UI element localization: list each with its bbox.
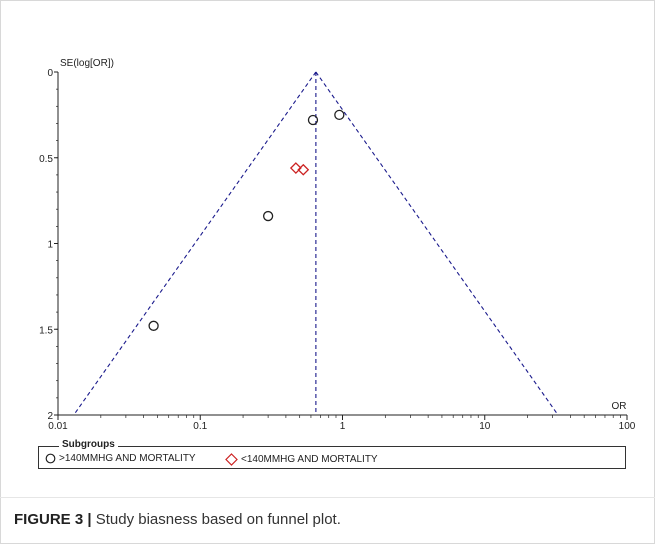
x-tick-label: 0.01 <box>48 421 68 432</box>
legend-item-circle: >140MMHG AND MORTALITY <box>45 453 196 464</box>
y-tick-label: 1 <box>47 240 53 251</box>
legend: Subgroups >140MMHG AND MORTALITY <140MMH… <box>38 439 626 469</box>
caption-label: FIGURE 3 | <box>14 511 92 528</box>
diamond-data-point <box>297 163 310 176</box>
y-tick-label: 2 <box>47 411 53 422</box>
circle-data-point <box>307 114 319 126</box>
circle-data-point <box>334 109 345 121</box>
axes: 0 0.5 1 1.5 20.01 0.1 1 10 100 SE(log[OR]) OR <box>39 58 636 432</box>
x-tick-label: 0.1 <box>193 421 207 432</box>
figure-caption: FIGURE 3 | Study biasness based on funne… <box>14 511 341 528</box>
funnel-plot: 0 0.5 1 1.5 20.01 0.1 1 10 100 SE(log[OR]) OR <box>39 58 636 432</box>
x-tick-label: 100 <box>619 421 636 432</box>
x-tick-label: 1 <box>340 421 346 432</box>
circle-data-point <box>148 320 159 331</box>
circle-marker-icon <box>45 453 56 464</box>
funnel-lines <box>73 71 559 416</box>
funnel-left-line <box>73 71 317 416</box>
y-axis-title: SE(log[OR]) <box>60 58 114 69</box>
y-tick-label: 1.5 <box>39 325 53 336</box>
y-tick-label: 0 <box>47 68 53 79</box>
legend-label-circle: >140MMHG AND MORTALITY <box>59 453 196 464</box>
caption-divider <box>0 497 655 498</box>
x-axis-title: OR <box>612 401 627 412</box>
diamond-data-point <box>289 162 302 174</box>
y-tick-label: 0.5 <box>39 154 53 165</box>
legend-item-diamond: <140MMHG AND MORTALITY <box>225 453 378 466</box>
circle-data-point <box>262 210 274 222</box>
x-tick-label: 10 <box>479 421 491 432</box>
data-points <box>148 109 345 331</box>
legend-label-diamond: <140MMHG AND MORTALITY <box>241 454 378 465</box>
diamond-marker-icon <box>225 453 238 466</box>
legend-title: Subgroups <box>59 439 118 450</box>
funnel-right-line <box>315 71 559 416</box>
caption-text: Study biasness based on funnel plot. <box>91 511 341 528</box>
